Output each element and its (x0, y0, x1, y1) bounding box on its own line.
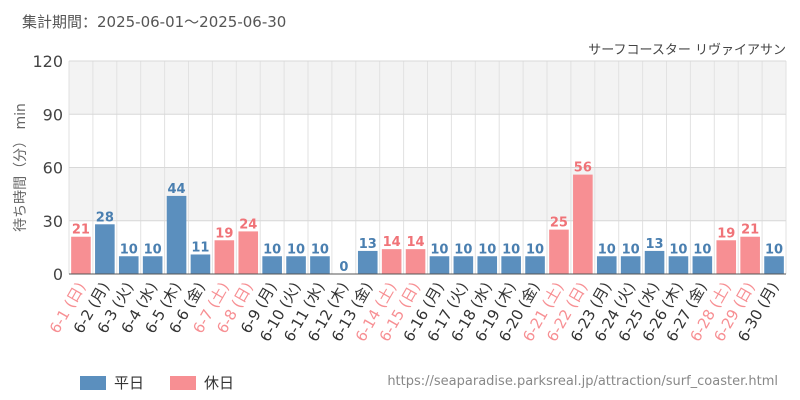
legend-swatch-weekday (80, 375, 106, 390)
bar-value-label: 10 (430, 242, 448, 257)
bar-value-label: 19 (215, 226, 233, 241)
y-tick-label: 60 (43, 159, 63, 178)
bar-value-label: 10 (693, 242, 711, 257)
bar-value-label: 10 (669, 242, 687, 257)
bar-value-label: 56 (574, 161, 592, 176)
y-axis-label: 待ち時間（分） min (13, 103, 29, 232)
y-tick-label: 30 (43, 212, 63, 231)
bar-value-label: 19 (717, 226, 735, 241)
bar (357, 250, 378, 274)
bar-value-label: 21 (741, 223, 759, 238)
bar (644, 250, 665, 274)
bar (668, 256, 689, 274)
bar (381, 249, 402, 274)
bar-value-label: 14 (383, 235, 401, 250)
attraction-name: サーフコースター リヴァイアサン (588, 43, 786, 58)
bar (549, 229, 569, 274)
bar (596, 256, 617, 274)
bar-value-label: 10 (526, 242, 544, 257)
bar (214, 240, 235, 274)
bar (118, 256, 139, 274)
bar-value-label: 10 (598, 242, 616, 257)
bar-value-label: 10 (120, 242, 138, 257)
bar-value-label: 24 (239, 217, 257, 232)
legend: 平日 休日 (80, 372, 260, 393)
bar-value-label: 13 (646, 237, 664, 252)
bar (453, 256, 474, 274)
y-tick-label: 90 (43, 105, 63, 124)
bar (238, 231, 259, 274)
period-label: 集計期間：2025-06-01～2025-06-30 (22, 13, 287, 31)
bar (620, 256, 641, 274)
bar (740, 236, 760, 274)
legend-item-holiday: 休日 (170, 372, 234, 393)
bar (310, 256, 330, 274)
bar-value-label: 10 (765, 242, 783, 257)
bar-value-label: 14 (407, 235, 425, 250)
bar-value-label: 10 (287, 242, 305, 257)
bar (716, 240, 737, 274)
bar-value-label: 10 (502, 242, 520, 257)
y-tick-label: 0 (53, 265, 63, 284)
bar-value-label: 21 (72, 223, 90, 238)
bar-value-label: 25 (550, 216, 568, 231)
source-url: https://seaparadise.parksreal.jp/attract… (387, 374, 778, 389)
bar-value-label: 10 (144, 242, 162, 257)
bar-value-label: 44 (168, 182, 186, 197)
legend-item-weekday: 平日 (80, 372, 144, 393)
bar (262, 256, 282, 274)
bar-value-label: 10 (263, 242, 281, 257)
bar (764, 256, 784, 274)
bar (71, 236, 91, 274)
bar-value-label: 13 (359, 237, 377, 252)
bar-value-label: 10 (478, 242, 496, 257)
bar (477, 256, 498, 274)
bar-value-label: 10 (454, 242, 472, 257)
bar (190, 254, 211, 274)
bar (429, 256, 450, 274)
bar-value-label: 10 (311, 242, 329, 257)
legend-label-holiday: 休日 (204, 374, 235, 392)
bar (142, 256, 163, 274)
bar (286, 256, 306, 274)
bar-value-label: 0 (339, 260, 348, 275)
bar (692, 256, 713, 274)
legend-label-weekday: 平日 (114, 374, 145, 392)
bar (405, 249, 426, 274)
bar-value-label: 28 (96, 210, 114, 225)
bar (95, 224, 115, 274)
legend-swatch-holiday (170, 375, 197, 390)
bar (501, 256, 521, 274)
bar-value-label: 11 (191, 240, 209, 255)
bar-value-label: 10 (622, 242, 640, 257)
y-tick-label: 120 (32, 52, 63, 71)
bar (525, 256, 545, 274)
bar (573, 174, 593, 274)
bar (166, 195, 187, 274)
